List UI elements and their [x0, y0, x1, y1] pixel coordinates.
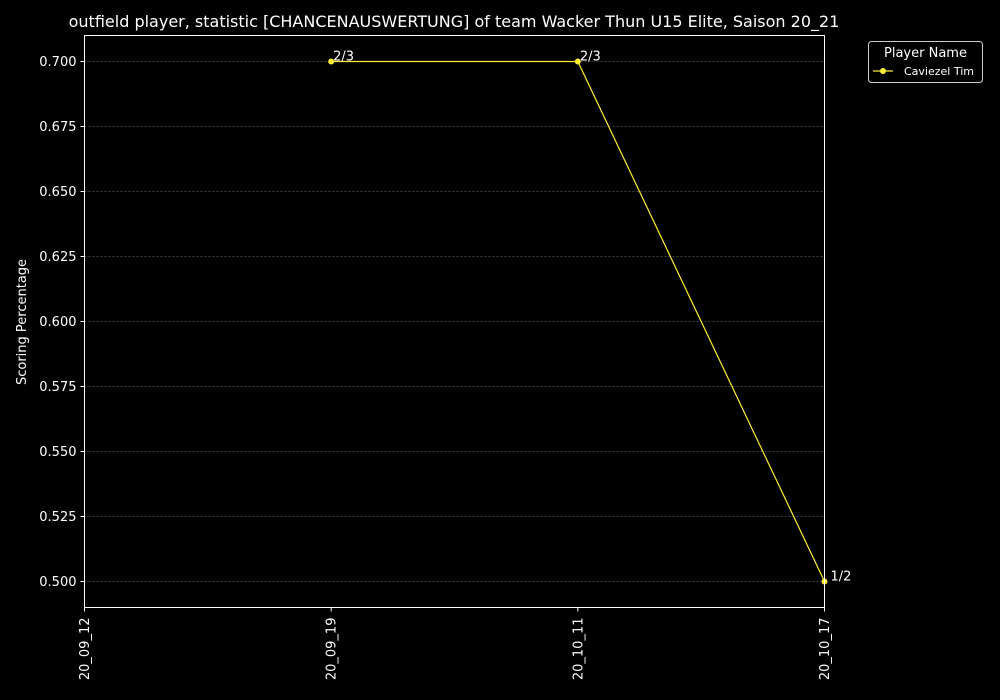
- chart-title: outfield player, statistic [CHANCENAUSWE…: [69, 12, 840, 32]
- legend: Player Name Caviezel Tim: [868, 41, 983, 83]
- y-tick-label: 0.525: [39, 510, 76, 525]
- x-tick-label: 20_09_19: [325, 618, 340, 681]
- legend-marker: [880, 68, 886, 74]
- data-label: 2/3: [580, 50, 601, 65]
- legend-title: Player Name: [884, 46, 967, 61]
- legend-box: [868, 41, 983, 83]
- y-tick-label: 0.550: [39, 445, 76, 460]
- y-tick-label: 0.575: [39, 380, 76, 395]
- series-layer: 2/3 2/3 1/2: [328, 50, 851, 585]
- y-axis-title: Scoring Percentage: [15, 259, 30, 385]
- x-tick-label: 20_10_11: [571, 618, 586, 681]
- data-point: [574, 58, 581, 65]
- data-label: 2/3: [333, 50, 354, 65]
- y-tick-label: 0.650: [39, 185, 76, 200]
- y-tick-label: 0.625: [39, 250, 76, 265]
- y-tick-label: 0.700: [39, 55, 76, 70]
- grid-layer: [84, 61, 825, 582]
- x-tick-label: 20_10_17: [818, 618, 833, 681]
- x-tick-label: 20_09_12: [78, 618, 93, 681]
- y-tick-label: 0.600: [39, 315, 76, 330]
- y-tick-label: 0.500: [39, 575, 76, 590]
- data-point: [328, 58, 335, 65]
- legend-entry-label: Caviezel Tim: [904, 65, 974, 78]
- legend-entries: Caviezel Tim: [873, 65, 974, 78]
- y-tick-label: 0.675: [39, 120, 76, 135]
- data-label: 1/2: [831, 570, 852, 585]
- axis-layer: 0.500 0.525 0.550 0.575 0.600 0.625 0.650 0.675…: [39, 55, 833, 680]
